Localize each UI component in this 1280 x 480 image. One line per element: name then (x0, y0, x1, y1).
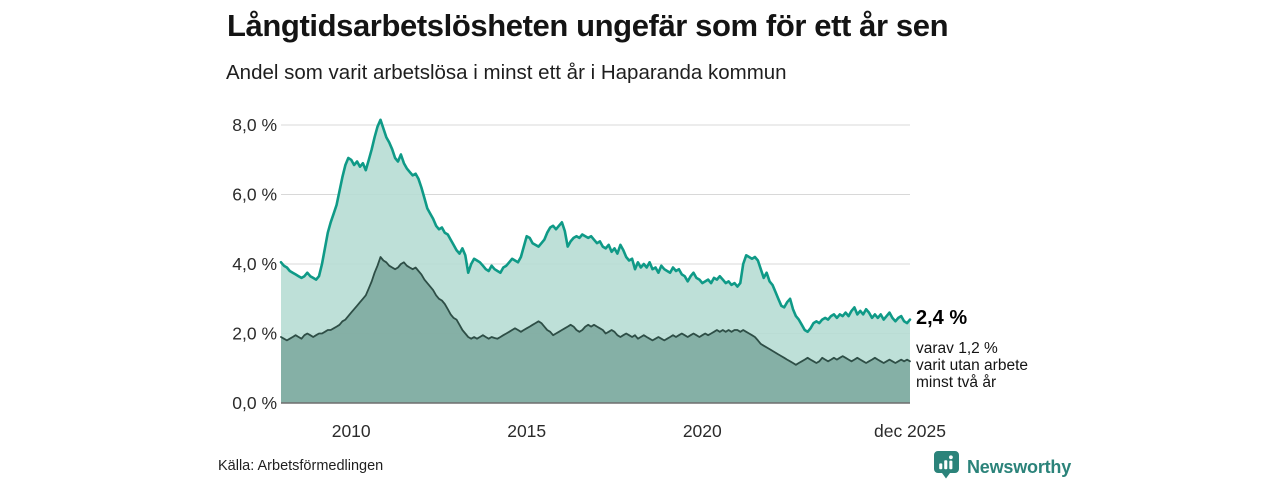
secondary-value-label: varav 1,2 % varit utan arbete minst två … (916, 340, 1028, 391)
latest-value-label: 2,4 % (916, 307, 968, 329)
chart-title: Långtidsarbetslösheten ungefär som för e… (227, 8, 949, 43)
svg-text:dec 2025: dec 2025 (874, 421, 946, 441)
annotation-line: minst två år (916, 374, 997, 391)
source-note: Källa: Arbetsförmedlingen (218, 458, 384, 474)
svg-text:8,0 %: 8,0 % (232, 115, 277, 135)
svg-text:4,0 %: 4,0 % (232, 254, 277, 274)
annotation-line: varit utan arbete (916, 357, 1029, 374)
svg-text:2015: 2015 (507, 421, 546, 441)
chart-subtitle: Andel som varit arbetslösa i minst ett å… (226, 61, 787, 84)
svg-text:0,0 %: 0,0 % (232, 393, 277, 413)
svg-text:2,0 %: 2,0 % (232, 324, 277, 344)
newsworthy-wordmark: Newsworthy (967, 456, 1072, 477)
svg-text:2010: 2010 (332, 421, 371, 441)
annotation-line: varav 1,2 % (916, 340, 998, 357)
svg-text:2020: 2020 (683, 421, 722, 441)
svg-text:6,0 %: 6,0 % (232, 185, 277, 205)
end-value-annotation: 2,4 % varav 1,2 % varit utan arbete mins… (916, 307, 1028, 391)
newsworthy-branding: Newsworthy (933, 450, 1071, 480)
newsworthy-logo-icon (933, 450, 960, 480)
